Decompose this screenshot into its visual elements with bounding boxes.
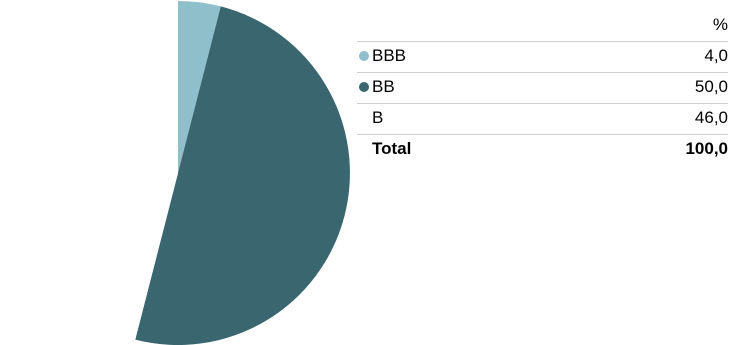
legend-marker-bb [359, 82, 369, 92]
total-row: Total 100,0 [357, 135, 728, 165]
legend-value-bbb: 4,0 [704, 46, 728, 65]
legend-marker-bbb [359, 51, 369, 61]
pie-slice-bb [135, 6, 350, 345]
legend-value-bb: 50,0 [694, 77, 728, 96]
table-header-row: % [357, 0, 728, 42]
legend-label-b: B [372, 108, 384, 127]
legend-label-bbb: BBB [372, 46, 407, 65]
total-value: 100,0 [685, 139, 728, 158]
pie-chart [5, 0, 350, 345]
legend-row-bb: BB 50,0 [357, 73, 728, 104]
legend-value-b: 46,0 [694, 108, 728, 127]
pie-slice-bbb [178, 0, 221, 173]
legend-label-bb: BB [372, 77, 395, 96]
legend-row-bbb: BBB 4,0 [357, 42, 728, 73]
pie-slice-b [5, 1, 179, 340]
value-column-header: % [712, 15, 728, 34]
total-label: Total [372, 139, 412, 158]
legend-row-b: B 46,0 [357, 104, 728, 135]
legend-table: % BBB 4,0 BB 50,0 B 46,0 Total 100,0 [357, 0, 728, 165]
